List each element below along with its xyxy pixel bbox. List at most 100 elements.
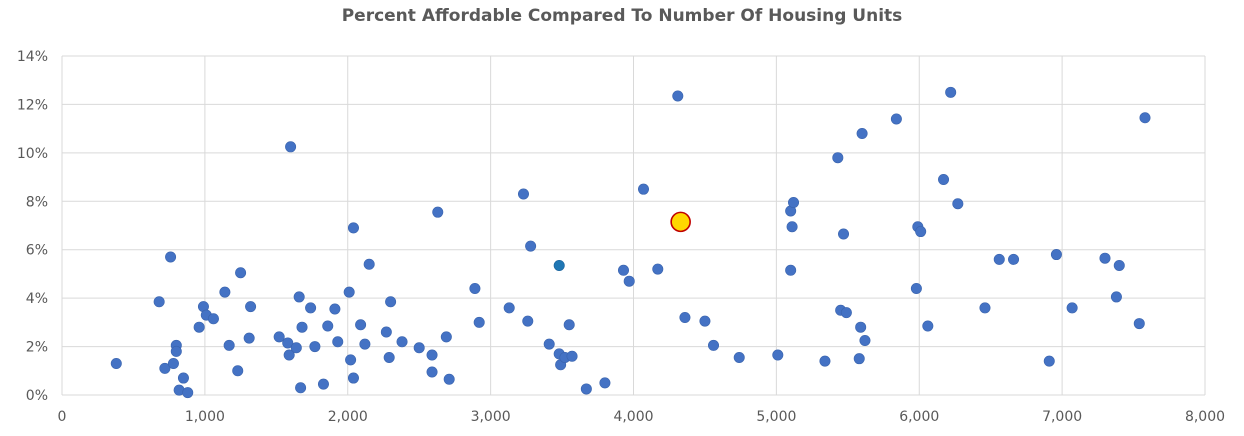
- data-point: [672, 90, 684, 102]
- data-point: [355, 319, 367, 331]
- chart-title: Percent Affordable Compared To Number Of…: [341, 6, 903, 26]
- data-point: [396, 336, 408, 348]
- data-point: [563, 319, 575, 331]
- data-point: [566, 350, 578, 362]
- y-tick-label: 10%: [17, 146, 48, 162]
- data-point: [652, 263, 664, 275]
- data-point: [182, 387, 194, 399]
- y-tick-label: 14%: [17, 49, 48, 65]
- data-point: [853, 353, 865, 365]
- data-point: [952, 198, 964, 210]
- data-point: [1113, 259, 1125, 271]
- data-point: [432, 206, 444, 218]
- data-point: [832, 152, 844, 164]
- data-point: [890, 113, 902, 125]
- data-point: [617, 264, 629, 276]
- y-tick-label: 2%: [26, 340, 48, 356]
- data-point: [1043, 355, 1055, 367]
- data-point: [1133, 318, 1145, 330]
- data-point: [282, 337, 294, 349]
- y-tick-label: 8%: [26, 194, 48, 210]
- y-tick-label: 6%: [26, 243, 48, 259]
- data-point: [945, 86, 957, 98]
- data-point: [623, 275, 635, 287]
- data-point: [1110, 291, 1122, 303]
- data-point: [426, 349, 438, 361]
- data-point: [296, 321, 308, 333]
- x-tick-label: 6,000: [899, 409, 939, 425]
- data-point: [856, 127, 868, 139]
- y-tick-label: 0%: [26, 388, 48, 404]
- data-point: [165, 251, 177, 263]
- data-point: [638, 183, 650, 195]
- data-point-alt: [553, 259, 565, 271]
- data-point: [772, 349, 784, 361]
- data-point: [305, 302, 317, 314]
- data-point: [525, 240, 537, 252]
- axes: 0% 2% 4% 6% 8% 10% 12% 14% 0 1,000 2,000 3,000 4,000…: [17, 49, 1225, 425]
- x-tick-label: 1,000: [185, 409, 225, 425]
- data-point: [426, 366, 438, 378]
- x-tick-label: 8,000: [1185, 409, 1225, 425]
- data-point: [345, 354, 357, 366]
- data-point: [347, 222, 359, 234]
- data-point: [193, 321, 205, 333]
- data-point: [110, 358, 122, 370]
- data-point: [522, 315, 534, 327]
- data-point: [993, 253, 1005, 265]
- data-point: [838, 228, 850, 240]
- data-point: [322, 320, 334, 332]
- y-tick-label: 4%: [26, 291, 48, 307]
- data-point: [243, 332, 255, 344]
- x-tick-label: 4,000: [613, 409, 653, 425]
- data-point: [283, 349, 295, 361]
- data-point: [309, 341, 321, 353]
- data-point: [383, 351, 395, 363]
- data-point: [329, 303, 341, 315]
- data-point: [543, 338, 555, 350]
- data-point: [207, 313, 219, 325]
- data-point: [285, 141, 297, 153]
- data-point: [359, 338, 371, 350]
- data-point: [517, 188, 529, 200]
- data-point: [235, 267, 247, 279]
- data-point: [443, 373, 455, 385]
- gridlines: [61, 55, 1206, 396]
- data-point: [1008, 253, 1020, 265]
- data-point: [413, 342, 425, 354]
- data-point: [859, 335, 871, 347]
- data-point: [332, 336, 344, 348]
- data-point: [232, 365, 244, 377]
- data-point: [840, 307, 852, 319]
- data-point: [223, 339, 235, 351]
- data-point: [580, 383, 592, 395]
- data-point: [922, 320, 934, 332]
- data-point: [170, 345, 182, 357]
- data-point: [1066, 302, 1078, 314]
- x-tick-label: 3,000: [471, 409, 511, 425]
- data-point: [440, 331, 452, 343]
- data-point: [469, 282, 481, 294]
- data-point: [380, 326, 392, 338]
- y-tick-label: 12%: [17, 97, 48, 113]
- data-point: [343, 286, 355, 298]
- data-point: [785, 264, 797, 276]
- data-point: [708, 339, 720, 351]
- data-point: [938, 173, 950, 185]
- data-points: [110, 86, 1151, 399]
- data-point: [159, 362, 171, 374]
- data-point: [290, 342, 302, 354]
- data-point: [788, 196, 800, 208]
- data-point: [167, 358, 179, 370]
- data-point: [699, 315, 711, 327]
- data-point: [786, 221, 798, 233]
- data-point: [177, 372, 189, 384]
- x-tick-label: 2,000: [328, 409, 368, 425]
- data-point: [1099, 252, 1111, 264]
- data-point: [273, 331, 285, 343]
- x-tick-label: 0: [58, 409, 67, 425]
- data-point: [295, 382, 307, 394]
- data-point: [473, 316, 485, 328]
- data-point: [679, 312, 691, 324]
